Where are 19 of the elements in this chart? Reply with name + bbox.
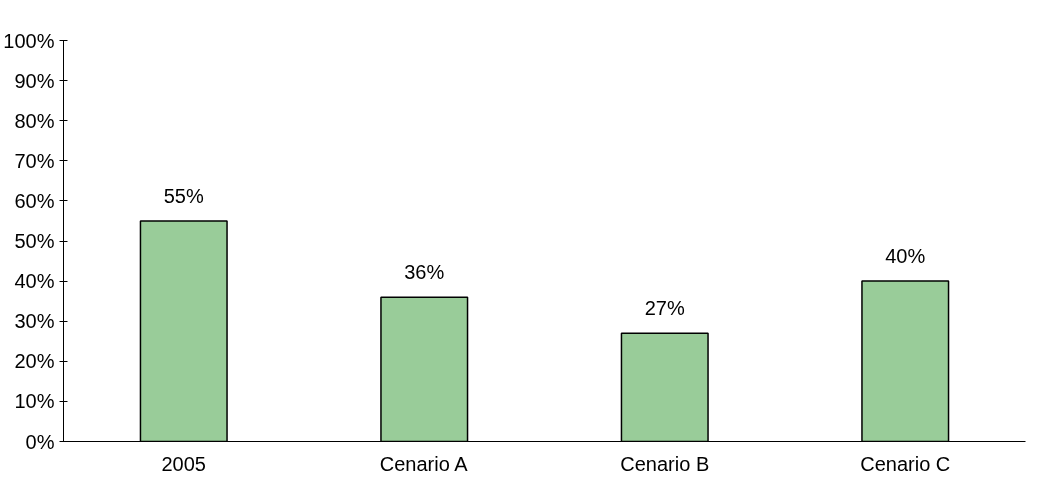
- y-tick-label: 70%: [14, 149, 55, 172]
- x-tick-label: 2005: [161, 452, 206, 475]
- data-label: 55%: [163, 184, 204, 207]
- y-tick-label: 80%: [14, 109, 55, 132]
- y-tick-label: 60%: [14, 189, 55, 212]
- y-tick-label: 20%: [14, 350, 55, 373]
- data-label: 27%: [644, 297, 685, 320]
- y-tick-label: 50%: [14, 230, 55, 252]
- x-tick-label: Cenario C: [860, 452, 951, 475]
- data-label: 36%: [404, 261, 445, 284]
- y-tick-label: 100%: [3, 29, 55, 52]
- data-label: 40%: [885, 245, 926, 268]
- x-tick-label: Cenario A: [379, 452, 469, 475]
- y-tick-label: 0%: [25, 430, 55, 453]
- x-tick-label: Cenario B: [620, 452, 710, 475]
- y-tick-label: 90%: [14, 69, 55, 92]
- y-tick-label: 10%: [14, 390, 55, 413]
- y-tick-label: 40%: [14, 270, 55, 293]
- y-tick-label: 30%: [14, 310, 55, 333]
